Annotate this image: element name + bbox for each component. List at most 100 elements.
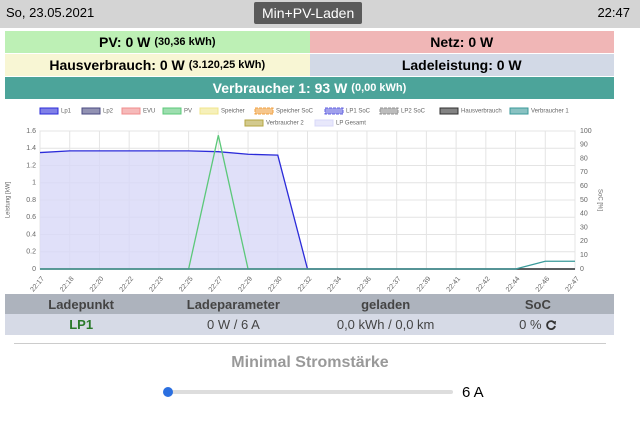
legend-label: Verbraucher 2 <box>266 121 304 127</box>
legend-label: LP1 SoC <box>346 109 371 115</box>
slider-track[interactable] <box>168 390 453 394</box>
table-header: Ladepunkt Ladeparameter geladen SoC <box>5 294 614 314</box>
y-tick-label: 1.6 <box>26 128 36 135</box>
house-energy: (3.120,25 kWh) <box>188 59 266 71</box>
y-tick-label: 0.8 <box>26 197 36 204</box>
table-header-cell: geladen <box>361 296 411 312</box>
status-row: Verbraucher 1: 93 W (0,00 kWh) <box>5 77 614 99</box>
y2-tick-label: 60 <box>580 183 588 190</box>
y-axis-title: Leistung [kW] <box>6 181 12 218</box>
y-tick-label: 1.4 <box>26 145 36 152</box>
status-row: Hausverbrauch: 0 W (3.120,25 kWh) Ladelei… <box>5 54 614 76</box>
legend-label: LP Gesamt <box>336 121 366 127</box>
grid-power: Netz: 0 W <box>430 34 494 50</box>
house-power: Hausverbrauch: 0 W <box>49 57 185 73</box>
table-cell: LP1 <box>69 317 94 332</box>
x-tick-label: 22:32 <box>297 275 314 292</box>
x-tick-label: 22:17 <box>29 275 46 292</box>
x-tick-label: 22:29 <box>237 275 254 292</box>
legend-swatch <box>162 107 182 115</box>
legend-swatch <box>81 107 101 115</box>
y2-tick-label: 40 <box>580 211 588 218</box>
charge: Ladeleistung: 0 W <box>309 54 614 76</box>
consumer-power: Verbraucher 1: 93 W <box>212 80 348 96</box>
table-header-cell: Ladeparameter <box>186 296 280 312</box>
y2-tick-label: 20 <box>580 238 588 245</box>
y-tick-label: 0.4 <box>26 231 36 238</box>
x-tick-label: 22:30 <box>267 275 284 292</box>
legend-swatch <box>314 119 334 127</box>
charge-power: Ladeleistung: 0 W <box>401 57 522 73</box>
legend-swatch <box>121 107 141 115</box>
legend-label: Speicher <box>221 109 245 115</box>
table-cell: 0,0 kWh / 0,0 km <box>336 317 435 332</box>
legend-label: Verbraucher 1 <box>531 109 569 115</box>
x-tick-label: 22:46 <box>535 275 552 292</box>
x-tick-label: 22:22 <box>119 275 136 292</box>
chart: 0 0.2 0.4 0.6 0.8 1 1.2 1.4 1.6 0 10 20 30 40 50 60 70 80… <box>6 107 602 292</box>
legend-swatch <box>379 107 399 115</box>
pv-energy: (30,36 kWh) <box>154 36 216 48</box>
y2-tick-label: 50 <box>580 197 588 204</box>
legend-swatch <box>244 119 264 127</box>
x-tick-label: 22:44 <box>505 275 522 292</box>
table-header-cell: SoC <box>524 296 551 312</box>
legend-swatch <box>199 107 219 115</box>
legend-swatch <box>324 107 344 115</box>
refresh-icon[interactable] <box>545 319 557 331</box>
mode[interactable]: Min+PV-Laden <box>254 2 363 24</box>
slider-value: 6 A <box>462 384 484 401</box>
legend-swatch <box>39 107 59 115</box>
house: Hausverbrauch: 0 W (3.120,25 kWh) <box>5 54 310 76</box>
slider-title: Minimal Stromstärke <box>231 354 389 371</box>
pv: PV: 0 W (30,36 kWh) <box>5 31 310 53</box>
y-tick-label: 0 <box>32 266 36 273</box>
y-tick-label: 1.2 <box>26 162 36 169</box>
y2-tick-label: 70 <box>580 169 588 176</box>
table: Ladepunkt Ladeparameter geladen SoC LP1 0 W … <box>5 294 614 335</box>
x-tick-label: 22:25 <box>178 275 195 292</box>
legend-label: LP2 SoC <box>401 109 426 115</box>
y2-tick-label: 30 <box>580 224 588 231</box>
divider <box>14 343 606 344</box>
x-tick-label: 22:20 <box>89 275 106 292</box>
grid: Netz: 0 W <box>309 31 614 53</box>
y-tick-label: 1 <box>32 180 36 187</box>
legend-label: Lp1 <box>61 109 72 115</box>
status-row: PV: 0 W (30,36 kWh) Netz: 0 W <box>5 31 614 53</box>
x-tick-label: 22:42 <box>475 275 492 292</box>
table-row: LP1 0 W / 6 A 0,0 kWh / 0,0 km 0 % <box>5 314 614 335</box>
legend-swatch <box>439 107 459 115</box>
legend-label: Lp2 <box>103 109 114 115</box>
table-header-cell: Ladepunkt <box>48 296 114 312</box>
x-tick-label: 22:36 <box>356 275 373 292</box>
x-tick-label: 22:47 <box>564 275 581 292</box>
x-tick-label: 22:39 <box>416 275 433 292</box>
legend-swatch <box>509 107 529 115</box>
y2-tick-label: 90 <box>580 142 588 149</box>
y-tick-label: 0.2 <box>26 249 36 256</box>
y2-axis-title: SoC [%] <box>596 189 602 211</box>
y2-tick-label: 0 <box>580 266 584 273</box>
y-tick-label: 0.6 <box>26 214 36 221</box>
slider-handle[interactable] <box>163 387 173 397</box>
area <box>40 150 575 269</box>
table-cell: 0 W / 6 A <box>207 317 260 332</box>
consumer: Verbraucher 1: 93 W (0,00 kWh) <box>5 77 614 99</box>
y2-tick-label: 80 <box>580 155 588 162</box>
x-tick-label: 22:34 <box>327 275 344 292</box>
x-tick-label: 22:18 <box>59 275 76 292</box>
legend-swatch <box>254 107 274 115</box>
legend-label: Speicher SoC <box>276 109 314 115</box>
header: So, 23.05.2021 Min+PV-Laden 22:47 <box>0 0 640 28</box>
x-tick-label: 22:41 <box>445 275 462 292</box>
time: 22:47 <box>597 5 630 20</box>
y2-tick-label: 100 <box>580 128 592 135</box>
pv-power: PV: 0 W <box>99 34 151 50</box>
x-tick-label: 22:37 <box>386 275 403 292</box>
legend-label: Hausverbrauch <box>461 109 502 115</box>
y2-tick-label: 10 <box>580 252 588 259</box>
x-tick-label: 22:23 <box>148 275 165 292</box>
legend-label: EVU <box>143 109 155 115</box>
